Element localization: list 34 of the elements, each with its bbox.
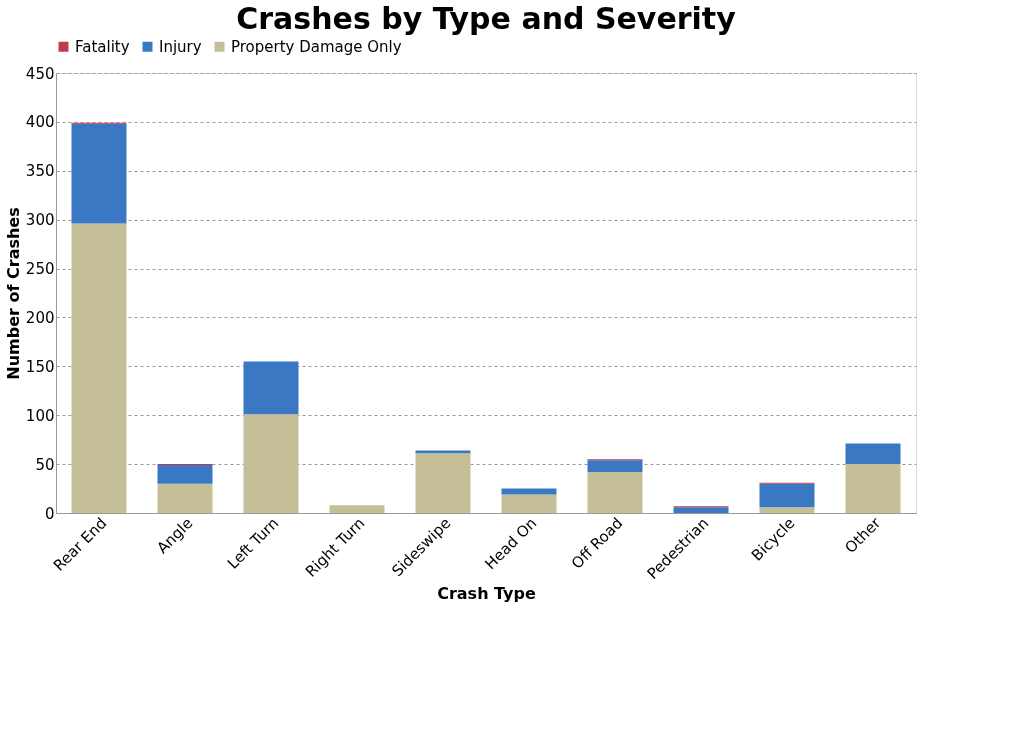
bar [845,443,901,465]
x-tick-label: Left Turn [223,514,283,573]
y-axis-title: Number of Crashes [3,207,23,380]
y-tick-label: 400 [25,113,55,132]
y-tick-label: 450 [25,64,55,83]
bar [243,361,299,415]
bar [329,505,385,513]
y-tick-label: 0 [44,504,55,523]
bar [845,464,901,513]
bar [243,414,299,513]
y-tick-label: 150 [25,357,55,376]
bar [673,507,729,513]
chart-title: Crashes by Type and Severity [236,1,737,36]
bar [415,450,471,454]
legend-label: Property Damage Only [231,37,402,56]
bar [501,494,557,513]
y-tick-label: 350 [25,162,55,181]
y-tick-label: 100 [25,406,55,425]
bar [157,465,213,484]
bar [587,471,643,513]
bar [71,223,127,513]
bar [759,507,815,513]
bar [759,483,815,508]
bar [157,483,213,513]
y-tick-label: 200 [25,308,55,327]
y-tick-label: 50 [35,455,55,474]
legend-label: Injury [159,37,202,56]
bar [415,453,471,513]
y-tick-label: 250 [25,260,55,279]
x-axis-title: Crash Type [437,584,536,604]
bar [71,123,127,224]
legend-label: Fatality [75,37,130,56]
y-tick-label: 300 [25,211,55,230]
bar [587,460,643,472]
